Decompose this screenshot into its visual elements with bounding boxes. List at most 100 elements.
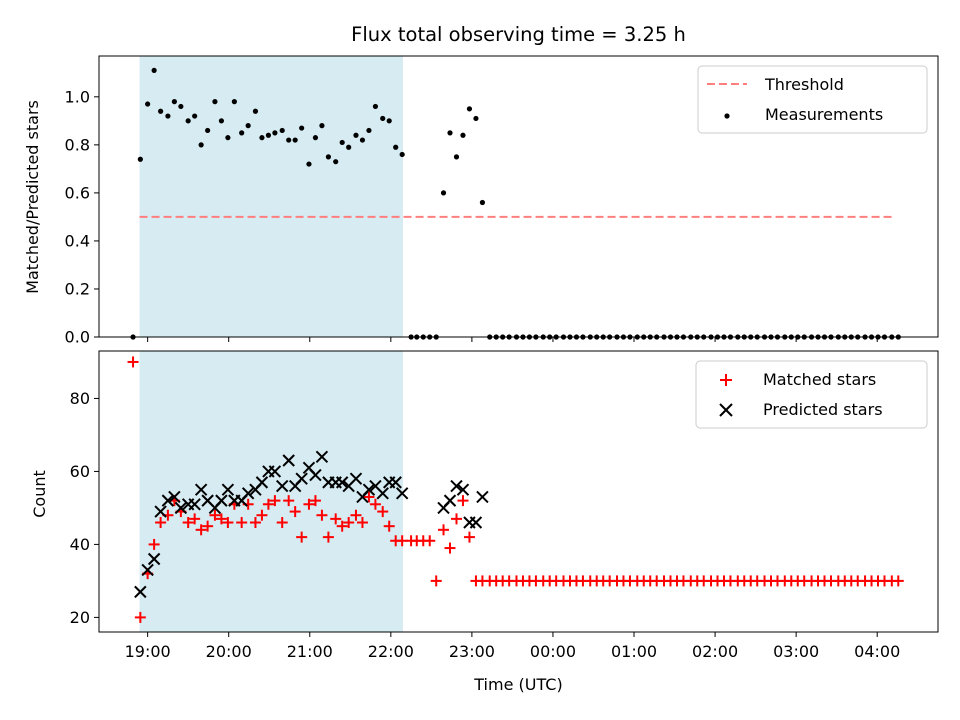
ratio-y-tick-label: 0.4 <box>65 231 90 250</box>
measurement-point <box>231 99 237 105</box>
matched-star-point <box>322 531 334 543</box>
predicted-star-point <box>376 487 389 500</box>
matched-star-point <box>148 538 160 550</box>
ratio-legend-box <box>697 65 928 134</box>
predicted-star-point <box>389 476 402 489</box>
measurement-point <box>447 130 453 136</box>
measurement-point <box>312 135 319 141</box>
predicted-star-point <box>194 483 208 496</box>
matched-star-point <box>283 495 295 507</box>
chart-title: Flux total observing time = 3.25 h <box>351 23 686 46</box>
measurement-point <box>399 151 405 158</box>
measurement-point <box>466 106 473 112</box>
measurement-point <box>158 108 164 114</box>
measurement-point <box>185 118 191 124</box>
counts-legend: Matched stars Predicted stars <box>695 360 928 429</box>
matched-star-point <box>363 491 375 503</box>
measurement-point <box>252 108 259 114</box>
predicted-star-point <box>309 468 322 482</box>
top-y-ticks: 0.0 0.2 0.4 0.6 0.8 1.0 <box>65 87 99 347</box>
matched-star-point <box>155 517 167 529</box>
measurement-point <box>272 130 278 136</box>
predicted-star-point <box>268 465 282 478</box>
matched-star-point <box>202 520 214 532</box>
predicted-star-point <box>335 476 349 489</box>
measurement-point <box>145 101 151 107</box>
matched-star-point <box>209 509 221 521</box>
matched-star-point <box>463 531 475 543</box>
matched-star-point <box>296 531 308 543</box>
measurement-point <box>292 137 298 143</box>
matched-star-point <box>249 517 261 529</box>
predicted-star-point <box>134 585 147 599</box>
matched-star-point <box>269 495 281 507</box>
matched-star-point <box>892 575 904 587</box>
predicted-star-point <box>221 483 235 496</box>
measurement-point <box>366 127 372 134</box>
matched-star-point <box>424 535 436 547</box>
predicted-star-point <box>295 472 308 485</box>
ratio-panel: 0.0 0.2 0.4 0.6 0.8 1.0 Matched/Predicted sta… <box>23 55 939 347</box>
measurement-point <box>339 139 345 146</box>
measurement-point <box>171 99 177 105</box>
x-tick-label: 00:00 <box>530 642 576 661</box>
measurement-point <box>359 137 366 143</box>
predicted-star-point <box>188 498 201 511</box>
predicted-star-point <box>255 476 269 489</box>
predicted-star-point <box>174 501 188 515</box>
bottom-y-ticks: 20 40 60 80 <box>70 389 99 627</box>
x-tick-label: 19:00 <box>125 642 171 661</box>
predicted-star-point <box>315 450 329 464</box>
matched-star-point <box>289 506 301 518</box>
legend-measurements-swatch <box>724 113 730 119</box>
matched-star-point <box>127 356 139 368</box>
matched-star-point <box>182 517 194 529</box>
measurement-point <box>286 137 292 143</box>
predicted-star-point <box>215 494 228 507</box>
measurement-point <box>137 156 143 162</box>
matched-star-point <box>195 524 207 536</box>
measurement-point <box>245 123 251 129</box>
top-x-ticks <box>147 337 878 342</box>
measurement-point <box>325 154 332 160</box>
matched-star-point <box>330 513 342 525</box>
ratio-y-tick-label: 0.0 <box>65 328 90 347</box>
counts-panel: 20 40 60 80 19:00 20:00 21:00 22:00 23:00 00:00 0… <box>30 350 939 694</box>
x-axis-label: Time (UTC) <box>473 675 562 694</box>
counts-y-tick-label: 60 <box>70 462 90 481</box>
measurement-point <box>259 135 265 141</box>
measurement-point <box>178 103 184 110</box>
x-tick-label: 02:00 <box>692 642 738 661</box>
predicted-star-point <box>450 479 463 493</box>
matched-star-point <box>377 506 389 518</box>
legend-matched-label: Matched stars <box>763 370 876 389</box>
predicted-star-point <box>456 483 470 496</box>
matched-star-point <box>336 520 348 532</box>
predicted-star-point <box>362 483 376 496</box>
measurement-point <box>192 113 198 119</box>
legend-predicted-label: Predicted stars <box>763 400 883 419</box>
measurement-point <box>225 135 231 141</box>
matched-star-point <box>457 495 469 507</box>
predicted-star-point <box>282 454 295 467</box>
x-tick-label: 03:00 <box>773 642 819 661</box>
ratio-y-tick-label: 0.8 <box>65 135 90 154</box>
matched-star-point <box>189 513 201 525</box>
measurement-points <box>130 67 901 340</box>
ratio-legend: Threshold Measurements <box>697 65 928 134</box>
observing-span-top <box>139 56 403 337</box>
measurement-point <box>239 130 245 136</box>
measurement-point <box>393 144 399 150</box>
measurement-point <box>473 115 479 122</box>
x-tick-label: 21:00 <box>287 642 333 661</box>
predicted-star-point <box>147 552 161 566</box>
measurement-point <box>380 115 386 122</box>
counts-y-tick-label: 20 <box>70 608 90 627</box>
measurement-point <box>198 142 204 148</box>
x-tick-label: 22:00 <box>368 642 414 661</box>
ratio-y-tick-label: 0.2 <box>65 279 90 298</box>
ratio-y-tick-label: 1.0 <box>65 87 90 106</box>
measurement-point <box>165 113 171 119</box>
matched-star-point <box>303 498 315 510</box>
counts-y-axis-label: Count <box>30 470 49 518</box>
